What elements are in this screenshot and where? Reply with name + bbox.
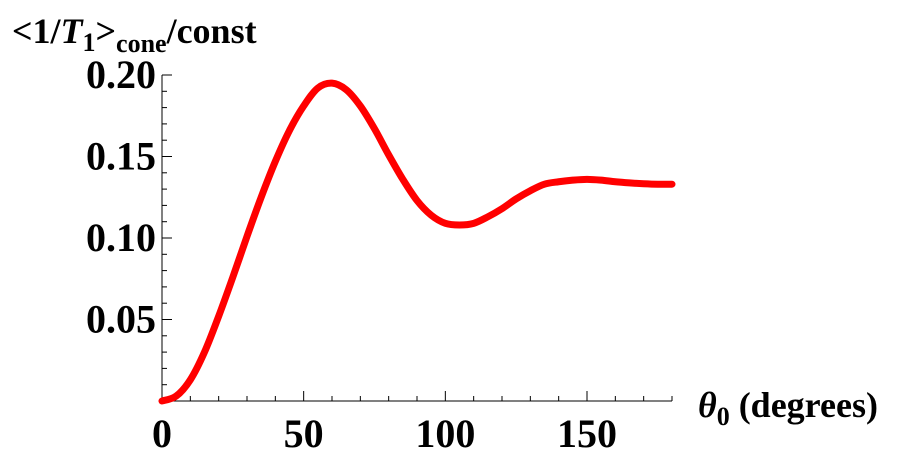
- x-axis-title: θ0 (degrees): [698, 385, 878, 431]
- x-tick-label: 50: [284, 411, 324, 455]
- x-tick-label: 0: [152, 411, 172, 455]
- x-axis-title-suffix: (degrees): [730, 385, 878, 425]
- x-axis-title-symbol-sub: 0: [717, 402, 730, 431]
- x-tick-label: 100: [415, 411, 475, 455]
- y-axis-title: <1/T1>cone/const: [12, 11, 257, 58]
- y-tick-label: 0.10: [86, 215, 156, 260]
- y-axis-title-symbol: T: [61, 11, 85, 51]
- y-tick-label: 0.20: [86, 52, 156, 97]
- x-axis-title-symbol: θ: [698, 385, 717, 425]
- y-axis-title-suffix: /const: [166, 11, 257, 51]
- y-axis-title-open: <1/: [12, 11, 62, 51]
- series-line: [158, 79, 676, 405]
- y-axis-title-symbol-sub: 1: [83, 28, 96, 57]
- x-tick-label: 150: [557, 411, 617, 455]
- y-axis-title-subscript: cone: [116, 29, 167, 58]
- y-tick-label: 0.15: [86, 134, 156, 179]
- y-axis-title-close: >: [96, 11, 117, 51]
- y-tick-label: 0.05: [86, 297, 156, 342]
